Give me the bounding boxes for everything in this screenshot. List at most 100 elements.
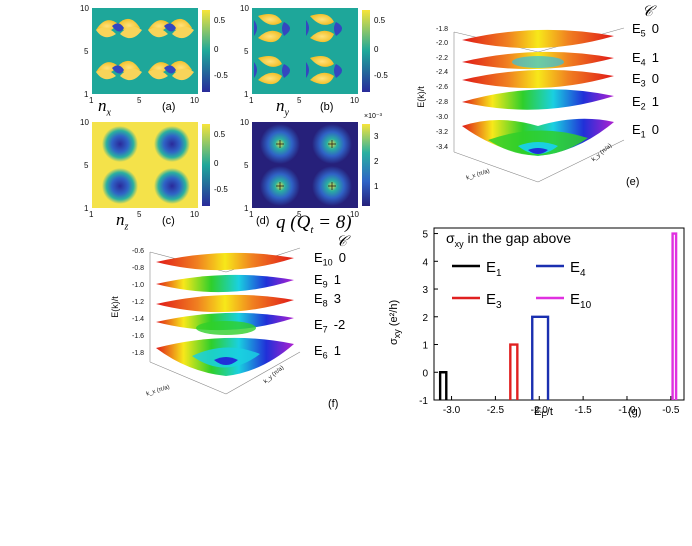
panel-label-b: (b) [320, 101, 334, 113]
x-tick-label: -2.0 [531, 405, 549, 416]
plot-frame [433, 227, 685, 401]
chern-header-e: 𝒞 [642, 2, 653, 20]
z-tick: -1.6 [132, 333, 145, 340]
x-tick-right: 10 [350, 210, 359, 219]
y-tick-label: 4 [422, 257, 428, 268]
z-tick: -1.0 [132, 282, 145, 289]
x-tick-right: 10 [190, 210, 199, 219]
map-ny [252, 8, 358, 94]
z-tick: -0.8 [132, 265, 145, 272]
y-tick-mid: 5 [244, 161, 249, 170]
map-nx [92, 8, 198, 94]
y-tick-label: 3 [422, 285, 428, 296]
x-tick-label: -1.5 [575, 405, 593, 416]
y-tick-label: 5 [422, 230, 428, 241]
x-tick-left: 1 [249, 96, 254, 105]
y-tick-top: 10 [80, 4, 89, 13]
z-tick: -2.2 [436, 55, 449, 62]
y-tick-label: -1 [419, 396, 428, 407]
z-tick: -2.6 [436, 84, 449, 91]
sigma-xy-chart: -1 0 1 2 3 4 5 -3.0 -2.5 -2.0 -1.5 -1.0 -0.5 E1 E4 E3 E1… [419, 227, 685, 416]
cb-tick-top: 0.5 [214, 130, 226, 139]
z-tick: -2.4 [436, 69, 449, 76]
y-tick-label: 0 [422, 368, 428, 379]
bar-E3 [509, 343, 519, 400]
y-tick-bottom: 1 [84, 90, 89, 99]
panel-label-c: (c) [162, 215, 175, 227]
z-tick: -1.8 [132, 350, 145, 357]
x-tick-left: 1 [89, 210, 94, 219]
panel-label-d: (d) [256, 215, 270, 227]
panel-label-g: (g) [628, 406, 642, 418]
z-tick: -3.0 [436, 114, 449, 121]
bar-E4 [531, 315, 550, 400]
x-tick-label: -0.5 [662, 405, 680, 416]
x-tick-mid: 5 [297, 210, 302, 219]
y-tick-bottom: 1 [84, 204, 89, 213]
y-tick-mid: 5 [244, 47, 249, 56]
x-tick-right: 10 [190, 96, 199, 105]
legend-label: E4 [570, 259, 586, 279]
legend-label: E1 [486, 259, 502, 279]
legend-title: σxy in the gap above [446, 230, 572, 249]
q-title: q (Qt = 8) [276, 212, 352, 236]
cb-tick-bottom: -0.5 [214, 185, 228, 194]
y-tick-top: 10 [240, 118, 249, 127]
x-tick-label: -2.5 [487, 405, 505, 416]
band-surface-f [149, 247, 301, 395]
colorbar-a [202, 10, 210, 92]
bar-E1 [438, 371, 448, 400]
cb-exponent: ×10⁻³ [364, 113, 382, 120]
var-label-b: ny [276, 96, 289, 119]
var-label-c: nz [116, 210, 129, 233]
band-surface-e [453, 27, 625, 183]
band-level: E4 1 [632, 50, 659, 68]
x-tick-label: -1.0 [618, 405, 636, 416]
bar-E10 [671, 232, 678, 400]
z-tick: -1.8 [436, 26, 449, 33]
cb-tick-mid: 0 [214, 45, 219, 54]
chern-header-f: 𝒞 [336, 232, 347, 250]
x-tick-label: -3.0 [443, 405, 461, 416]
band-level: E3 0 [632, 71, 659, 89]
x-tick-mid: 5 [137, 96, 142, 105]
x-tick-mid: 5 [137, 210, 142, 219]
z-tick: -1.2 [132, 299, 145, 306]
y-tick-label: 1 [422, 341, 428, 352]
map-q [252, 122, 358, 208]
y-tick-bottom: 1 [244, 90, 249, 99]
y-tick-label: 2 [422, 313, 428, 324]
var-label-a: nx [98, 96, 111, 119]
x-axis-label: EF/t [534, 406, 553, 421]
panel-label-e: (e) [626, 176, 640, 188]
y-axis-label: σxy (e²/h) [388, 299, 403, 345]
band-level: E8 3 [314, 291, 341, 309]
cb-tick-bottom: -0.5 [214, 71, 228, 80]
band-level: E7 -2 [314, 317, 346, 335]
cb-tick-top: 0.5 [374, 16, 386, 25]
legend-label: E10 [570, 291, 592, 311]
y-tick-top: 10 [80, 118, 89, 127]
band-level: E1 0 [632, 122, 659, 140]
y-tick-mid: 5 [84, 47, 89, 56]
x-tick-left: 1 [89, 96, 94, 105]
y-tick-mid: 5 [84, 161, 89, 170]
cb-tick-bottom: -0.5 [374, 71, 388, 80]
band-level: E2 1 [632, 94, 659, 112]
panel-label-a: (a) [162, 101, 176, 113]
cb-tick-mid: 0 [374, 45, 379, 54]
z-tick: -1.4 [132, 316, 145, 323]
cb-tick-top: 0.5 [214, 16, 226, 25]
z-tick: -2.0 [436, 40, 449, 47]
y-tick-bottom: 1 [244, 204, 249, 213]
map-nz [92, 122, 198, 208]
cb-tick-top: 3 [374, 132, 379, 141]
z-tick: -3.4 [436, 144, 449, 151]
cb-tick-mid: 0 [214, 159, 219, 168]
colorbar-d [362, 124, 370, 206]
z-axis-label: E(k)/t [415, 86, 426, 108]
z-axis-label: E(k)/t [109, 296, 120, 318]
x-tick-left: 1 [249, 210, 254, 219]
colorbar-b [362, 10, 370, 92]
legend-label: E3 [486, 291, 502, 311]
